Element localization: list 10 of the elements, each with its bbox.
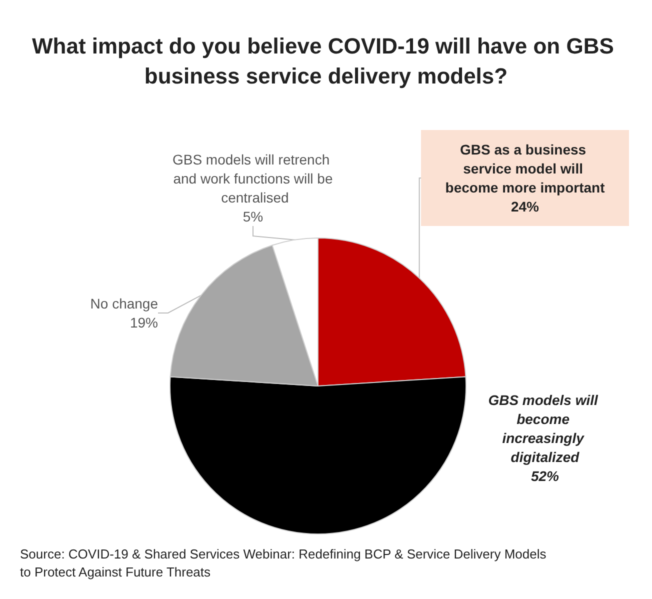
slice-label: GBS models will become increasingly digitalized (488, 392, 602, 465)
data-label: 24% (510, 198, 540, 214)
data-label: 19% (130, 314, 158, 330)
chart-title: What impact do you believe COVID-19 will have on GBS business service delivery models? (32, 34, 620, 88)
data-label: 5% (242, 208, 264, 224)
source-note: Source: COVID-19 & Shared Services Webinar: Redefining BCP & Service Delivery Models to Protect Against Future Threats (20, 546, 550, 580)
slice-label: GBS as a business service model will become more important (445, 142, 606, 196)
slice-label: No change (90, 296, 158, 312)
slice-label: GBS models will retrench and work functions will be centralised (172, 152, 334, 206)
data-label: 52% (530, 468, 560, 484)
